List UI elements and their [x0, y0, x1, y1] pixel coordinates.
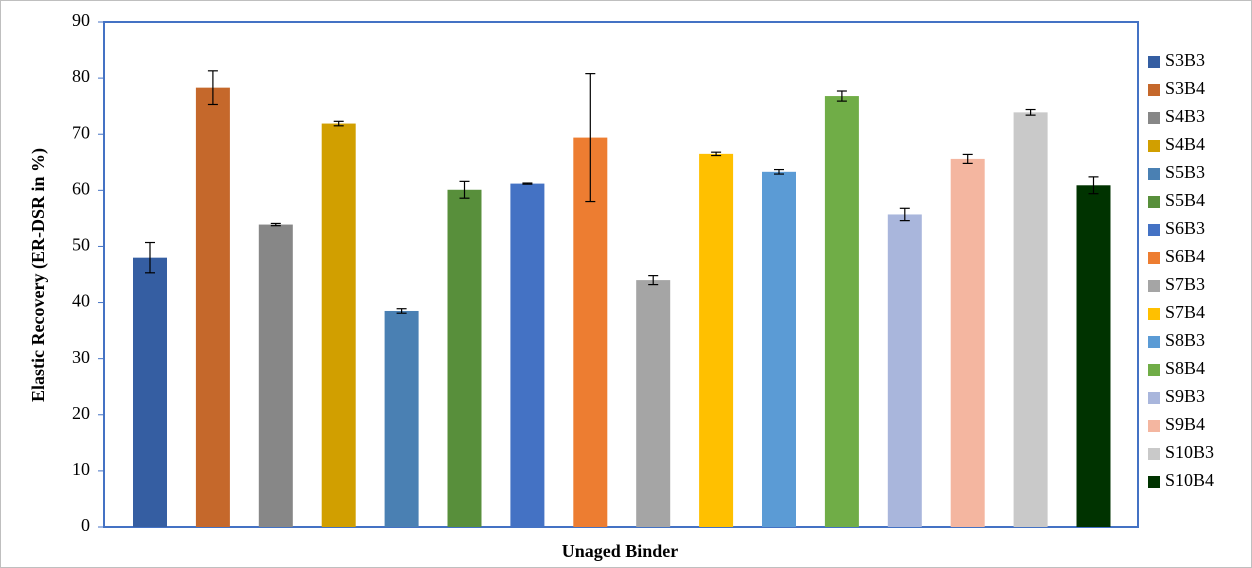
y-tick-label: 20	[72, 403, 90, 423]
legend-label: S8B3	[1165, 330, 1205, 350]
bar	[133, 257, 167, 527]
y-axis-title: Elastic Recovery (ER-DSR in %)	[28, 148, 49, 402]
legend-label: S5B3	[1165, 162, 1205, 182]
error-bar	[270, 222, 281, 227]
legend-label: S10B4	[1165, 470, 1214, 490]
error-bar	[962, 153, 973, 164]
legend-swatch	[1148, 196, 1160, 208]
legend-label: S3B3	[1165, 50, 1205, 70]
legend-label: S9B3	[1165, 386, 1205, 406]
y-tick-label: 40	[72, 291, 90, 311]
y-tick-label: 10	[72, 459, 90, 479]
bar	[887, 214, 922, 527]
bar	[1013, 112, 1048, 527]
bar	[321, 123, 356, 528]
legend-swatch	[1148, 308, 1160, 320]
bar	[573, 137, 608, 528]
bar	[1076, 185, 1111, 528]
y-tick-label: 70	[72, 122, 90, 142]
bar	[699, 153, 734, 527]
legend-label: S9B4	[1165, 414, 1205, 434]
y-tick-label: 90	[72, 10, 90, 30]
error-bar	[899, 207, 910, 222]
legend-label: S3B4	[1165, 78, 1205, 98]
bar	[384, 310, 419, 527]
legend-swatch	[1148, 168, 1160, 180]
legend-label: S10B3	[1165, 442, 1214, 462]
error-bar	[207, 70, 218, 106]
legend-label: S7B4	[1165, 302, 1205, 322]
error-bar	[648, 275, 659, 286]
error-bar	[585, 73, 596, 203]
bar	[950, 158, 985, 527]
y-tick-label: 60	[72, 178, 90, 198]
legend-swatch	[1148, 392, 1160, 404]
y-tick-label: 50	[72, 235, 90, 255]
plot-border	[103, 21, 1139, 528]
bar	[447, 189, 482, 527]
bar	[258, 224, 293, 528]
error-bar	[396, 308, 407, 314]
legend-swatch	[1148, 224, 1160, 236]
error-bar	[145, 241, 155, 274]
legend-swatch	[1148, 252, 1160, 264]
legend-swatch	[1148, 84, 1160, 96]
legend-label: S5B4	[1165, 190, 1205, 210]
error-bar	[711, 151, 722, 157]
legend-swatch	[1148, 56, 1160, 68]
legend-swatch	[1148, 140, 1160, 152]
error-bar	[836, 90, 847, 102]
legend-swatch	[1148, 280, 1160, 292]
error-bar	[522, 182, 533, 185]
legend-swatch	[1148, 364, 1160, 376]
legend-swatch	[1148, 476, 1160, 488]
legend-swatch	[1148, 112, 1160, 124]
bar	[762, 171, 796, 528]
legend-swatch	[1148, 336, 1160, 348]
legend-label: S4B4	[1165, 134, 1205, 154]
bar	[195, 87, 230, 528]
legend-label: S6B4	[1165, 246, 1205, 266]
error-bar	[1025, 108, 1036, 116]
legend-label: S8B4	[1165, 358, 1205, 378]
y-tick-label: 0	[81, 515, 90, 535]
error-bar	[1088, 176, 1099, 195]
bar	[510, 183, 545, 527]
error-bar	[459, 180, 470, 199]
x-axis-title: Unaged Binder	[562, 541, 679, 561]
legend-swatch	[1148, 448, 1160, 460]
error-bar	[774, 168, 784, 175]
error-bar	[333, 120, 344, 127]
legend-swatch	[1148, 420, 1160, 432]
legend-label: S7B3	[1165, 274, 1205, 294]
legend-label: S4B3	[1165, 106, 1205, 126]
bar	[636, 280, 671, 527]
y-tick-label: 30	[72, 347, 90, 367]
legend-label: S6B3	[1165, 218, 1205, 238]
bar	[824, 96, 859, 528]
y-tick-label: 80	[72, 66, 90, 86]
